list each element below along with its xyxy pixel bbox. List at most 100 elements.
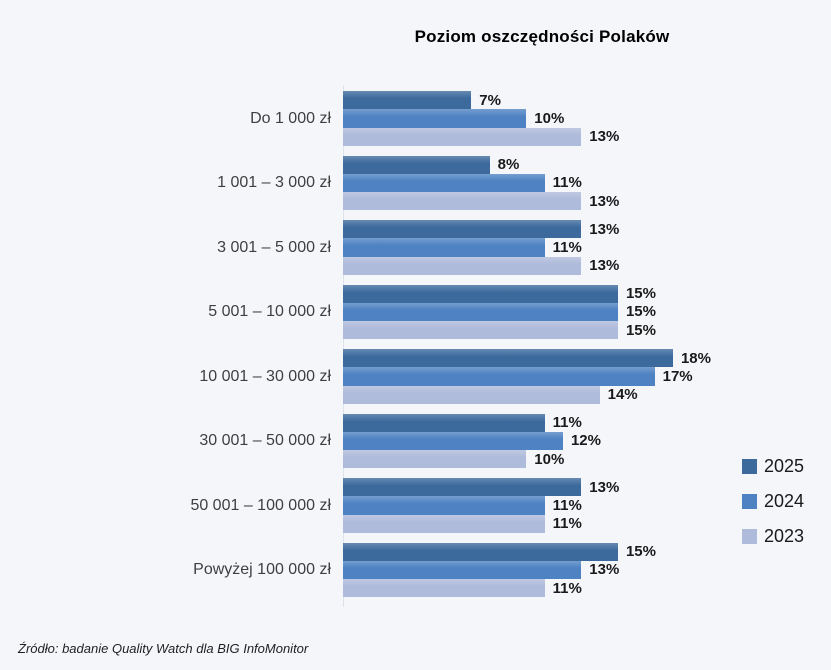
bar-value-label: 11% [552, 496, 582, 514]
bar-value-label: 15% [625, 285, 656, 303]
bar-stack: 7% 10% 13% [343, 91, 619, 146]
bar-row: 8% [343, 155, 619, 174]
legend: 2025 2024 2023 [742, 456, 805, 564]
bar-value-label: 13% [589, 257, 620, 275]
y-axis-line [343, 85, 344, 607]
bar-group: Powyżej 100 000 zł 15% 13% 11% [0, 542, 831, 598]
bar-value-label: 18% [680, 349, 711, 367]
bar-row: 15% [343, 542, 656, 561]
bar-value-label: 15% [625, 303, 656, 321]
category-label: 3 001 – 5 000 zł [217, 238, 331, 256]
bar-stack: 18% 17% 14% [343, 349, 711, 404]
bar-value-label: 10% [534, 450, 565, 468]
bar-row: 15% [343, 302, 656, 322]
legend-swatch [742, 494, 757, 509]
bar-2025 [343, 478, 582, 497]
bar-row: 15% [343, 284, 656, 303]
bar-value-label: 11% [552, 414, 582, 432]
category-label: 50 001 – 100 000 zł [190, 496, 331, 514]
category-label: Powyżej 100 000 zł [193, 561, 331, 578]
bar-2024 [343, 560, 582, 580]
bar-row: 14% [343, 385, 711, 404]
bar-group: 3 001 – 5 000 zł 13% 11% 13% [0, 220, 831, 275]
bar-row: 11% [343, 496, 619, 515]
bar-2024 [343, 367, 655, 386]
bar-value-label: 12% [570, 432, 601, 450]
bar-row: 13% [343, 478, 620, 497]
bar-row: 11% [343, 579, 656, 598]
legend-swatch [742, 459, 757, 474]
bar-2025 [343, 284, 618, 303]
category-label: Do 1 000 zł [250, 109, 331, 127]
bar-group: 10 001 – 30 000 zł 18% 17% 14% [0, 349, 831, 404]
bar-row: 11% [343, 238, 619, 257]
bar-row: 10% [343, 450, 601, 469]
bar-row: 15% [343, 321, 656, 340]
bar-2023 [343, 579, 545, 598]
plot-area: Do 1 000 zł 7% 10% 13% 1 001 – 3 000 zł 8% 11%… [0, 85, 831, 611]
legend-item-2023: 2023 [742, 526, 805, 546]
bar-value-label: 15% [625, 543, 656, 561]
bar-2023 [343, 321, 618, 340]
chart-title: Poziom oszczędności Polaków [414, 27, 670, 46]
category-label: 10 001 – 30 000 zł [199, 367, 331, 385]
bar-value-label: 13% [589, 220, 620, 238]
bar-value-label: 11% [552, 238, 582, 256]
bar-value-label: 13% [589, 478, 620, 496]
legend-item-2024: 2024 [742, 492, 804, 510]
bar-value-label: 10% [534, 109, 565, 127]
bar-2025 [343, 220, 582, 239]
bar-value-label: 13% [589, 128, 620, 146]
bar-group: 5 001 – 10 000 zł 15% 15% 15% [0, 284, 831, 340]
bar-row: 7% [343, 91, 619, 110]
bar-2024 [343, 496, 545, 515]
bar-2024 [343, 302, 618, 322]
bar-row: 10% [343, 109, 619, 128]
bar-row: 11% [343, 413, 601, 432]
bar-row: 12% [343, 431, 601, 451]
bar-row: 17% [343, 367, 711, 386]
bar-2024 [343, 173, 545, 193]
bar-row: 13% [343, 192, 620, 211]
bar-value-label: 13% [589, 561, 620, 579]
bar-2023 [343, 192, 582, 211]
bar-2024 [343, 238, 545, 257]
legend-label: 2025 [764, 456, 805, 476]
bar-2023 [343, 385, 600, 404]
bar-value-label: 11% [552, 174, 582, 192]
source-note: Źródło: badanie Quality Watch dla BIG In… [18, 641, 309, 656]
bar-group: 30 001 – 50 000 zł 11% 12% 10% [0, 413, 831, 469]
bar-2023 [343, 514, 545, 533]
bar-stack: 15% 13% 11% [343, 542, 656, 598]
bar-2024 [343, 431, 563, 451]
bar-row: 13% [343, 127, 620, 146]
bar-stack: 13% 11% 13% [343, 220, 619, 275]
bar-2023 [343, 127, 582, 146]
legend-item-2025: 2025 [742, 456, 805, 476]
bar-2023 [343, 256, 582, 275]
bar-2024 [343, 109, 527, 128]
bar-value-label: 11% [552, 579, 582, 597]
bar-row: 11% [343, 514, 619, 533]
bar-2025 [343, 155, 490, 174]
legend-swatch [742, 529, 757, 544]
bar-value-label: 17% [662, 367, 693, 385]
bar-stack: 11% 12% 10% [343, 413, 601, 469]
bar-stack: 13% 11% 11% [343, 478, 619, 533]
bar-2025 [343, 413, 545, 432]
bar-stack: 8% 11% 13% [343, 155, 620, 211]
bar-group: 50 001 – 100 000 zł 13% 11% 11% [0, 478, 831, 533]
bar-2025 [343, 349, 673, 368]
bar-row: 13% [343, 560, 656, 580]
category-label: 1 001 – 3 000 zł [217, 174, 331, 191]
bar-value-label: 14% [607, 386, 638, 404]
bar-value-label: 15% [625, 321, 656, 339]
category-label: 30 001 – 50 000 zł [199, 432, 331, 449]
legend-label: 2023 [764, 526, 805, 546]
bar-2025 [343, 542, 618, 561]
bar-value-label: 13% [589, 192, 620, 210]
bar-group: Do 1 000 zł 7% 10% 13% [0, 91, 831, 146]
bar-row: 13% [343, 220, 620, 239]
bar-row: 11% [343, 173, 619, 193]
